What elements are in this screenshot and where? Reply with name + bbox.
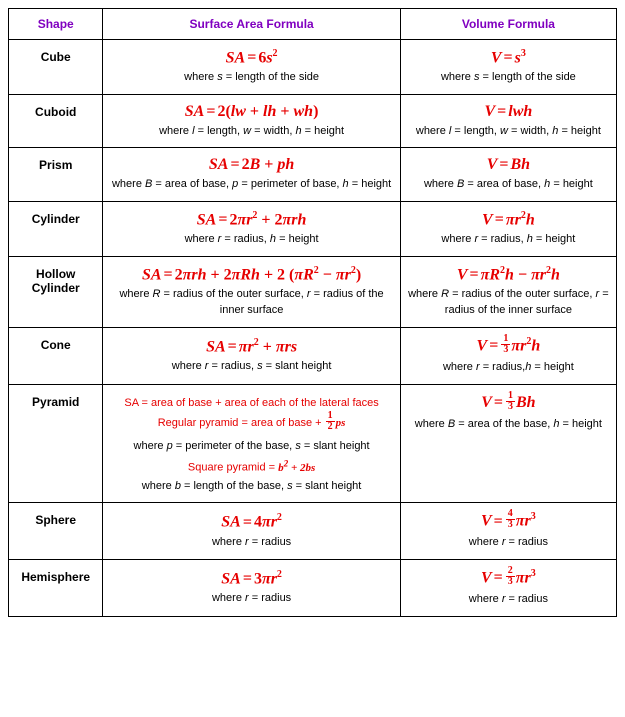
formula-table: Shape Surface Area Formula Volume Formul…: [8, 8, 617, 617]
vol-where: where r = radius: [469, 536, 548, 548]
vol-cell: V=43πr3 where r = radius: [400, 503, 616, 560]
sa-cell: SA=3πr2 where r = radius: [103, 559, 400, 616]
vol-cell: V=s3 where s = length of the side: [400, 40, 616, 95]
table-row-hemisphere: HemisphereSA=3πr2where r = radiusV=23πr3…: [9, 559, 617, 616]
vol-cell: V=Bh where B = area of base, h = height: [400, 148, 616, 202]
table-row-cylinder: Cylinder SA=2πr2 + 2πrh where r = radius, …: [9, 201, 617, 256]
sa-formula: SA=3πr2: [109, 569, 393, 588]
vol-where: where r = radius: [469, 593, 548, 605]
sa-cell: SA=2πr2 + 2πrh where r = radius, h = heig…: [103, 201, 400, 256]
sa-formula: SA=4πr2: [109, 512, 393, 531]
table-row-cuboid: Cuboid SA=2(lw + lh + wh) where l = length…: [9, 94, 617, 148]
vol-where: where r = radius, h = height: [441, 233, 575, 245]
table-body: CubeSA=6s2where s = length of the sideV=…: [9, 40, 617, 617]
vol-formula: V=lwh: [407, 103, 610, 121]
sa-cell: SA = area of base + area of each of the …: [103, 384, 400, 503]
shape-name: Cylinder: [9, 201, 103, 256]
sa-cell: SA=2πrh + 2πRh + 2 (πR2 − πr2) where R = …: [103, 256, 400, 327]
sa-formula: SA=2πr2 + 2πrh: [109, 210, 393, 229]
shape-name: Prism: [9, 148, 103, 202]
vol-where: where B = area of base, h = height: [424, 178, 593, 190]
shape-name: Hollow Cylinder: [9, 256, 103, 327]
sa-cell: SA=6s2 where s = length of the side: [103, 40, 400, 95]
sa-formula: SA=6s2: [109, 48, 393, 67]
vol-where: where s = length of the side: [441, 71, 576, 83]
sa-where: where r = radius: [212, 536, 291, 548]
vol-formula: V=πR2h − πr2h: [407, 265, 610, 284]
vol-formula: V=43πr3: [407, 511, 610, 532]
table-row-cube: CubeSA=6s2where s = length of the sideV=…: [9, 40, 617, 95]
shape-name: Hemisphere: [9, 559, 103, 616]
vol-where: where r = radius,h = height: [443, 361, 574, 373]
sa-formula: SA=2(lw + lh + wh): [109, 103, 393, 121]
sa-formula: SA=2B + ph: [109, 156, 393, 174]
vol-cell: V=13πr2h where r = radius,h = height: [400, 327, 616, 384]
vol-where: where l = length, w = width, h = height: [416, 125, 601, 137]
sa-where: where R = radius of the outer surface, r…: [119, 288, 383, 317]
header-sa: Surface Area Formula: [103, 9, 400, 40]
vol-formula: V=13Bh: [407, 393, 610, 414]
sa-cell: SA=4πr2 where r = radius: [103, 503, 400, 560]
table-row-hollow: Hollow CylinderSA=2πrh + 2πRh + 2 (πR2 −…: [9, 256, 617, 327]
header-row: Shape Surface Area Formula Volume Formul…: [9, 9, 617, 40]
vol-cell: V=πR2h − πr2h where R = radius of the out…: [400, 256, 616, 327]
shape-name: Sphere: [9, 503, 103, 560]
sa-cell: SA=πr2 + πrs where r = radius, s = slant …: [103, 327, 400, 384]
sa-where: where r = radius, h = height: [185, 233, 319, 245]
sa-cell: SA=2B + ph where B = area of base, p = pe…: [103, 148, 400, 202]
sa-cell: SA=2(lw + lh + wh) where l = length, w = …: [103, 94, 400, 148]
header-shape: Shape: [9, 9, 103, 40]
vol-where: where R = radius of the outer surface, r…: [408, 288, 609, 317]
table-row-pyramid: PyramidSA = area of base + area of each …: [9, 384, 617, 503]
vol-formula: V=Bh: [407, 156, 610, 174]
sa-where: where s = length of the side: [184, 71, 319, 83]
vol-formula: V=23πr3: [407, 568, 610, 589]
sa-where: where r = radius, s = slant height: [172, 360, 332, 372]
vol-formula: V=πr2h: [407, 210, 610, 229]
shape-name: Cuboid: [9, 94, 103, 148]
vol-cell: V=πr2h where r = radius, h = height: [400, 201, 616, 256]
vol-cell: V=lwh where l = length, w = width, h = he…: [400, 94, 616, 148]
sa-formula: SA=πr2 + πrs: [109, 337, 393, 356]
table-row-cone: Cone SA=πr2 + πrs where r = radius, s = sl…: [9, 327, 617, 384]
table-row-sphere: Sphere SA=4πr2 where r = radius V=43πr3 wher…: [9, 503, 617, 560]
shape-name: Cube: [9, 40, 103, 95]
vol-cell: V=13Bh where B = area of the base, h = he…: [400, 384, 616, 503]
vol-cell: V=23πr3 where r = radius: [400, 559, 616, 616]
sa-where: where r = radius: [212, 592, 291, 604]
sa-where: where l = length, w = width, h = height: [159, 125, 344, 137]
vol-where: where B = area of the base, h = height: [415, 418, 602, 430]
vol-formula: V=13πr2h: [407, 336, 610, 357]
table-row-prism: Prism SA=2B + ph where B = area of base, p…: [9, 148, 617, 202]
sa-formula: SA=2πrh + 2πRh + 2 (πR2 − πr2): [109, 265, 393, 284]
sa-where: where B = area of base, p = perimeter of…: [112, 178, 391, 190]
shape-name: Cone: [9, 327, 103, 384]
vol-formula: V=s3: [407, 48, 610, 67]
shape-name: Pyramid: [9, 384, 103, 503]
header-vol: Volume Formula: [400, 9, 616, 40]
